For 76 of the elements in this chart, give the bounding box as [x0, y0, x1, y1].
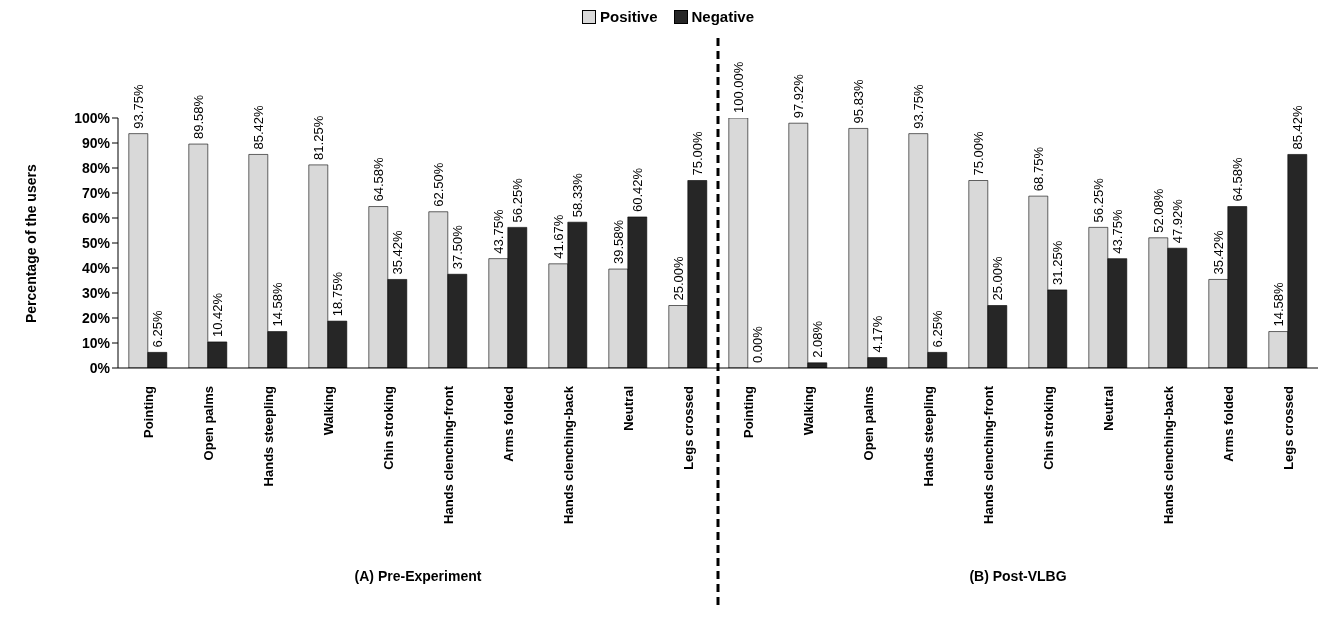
text: (B) Post-VLBG	[968, 568, 1068, 584]
y-tick-label: 50%	[81, 234, 111, 251]
data-label: 85.42%	[250, 104, 266, 150]
data-label: 31.25%	[1049, 240, 1065, 285]
x-tick-label: Legs crossed	[680, 385, 696, 470]
data-label: 64.58%	[370, 157, 386, 202]
y-tick-label: 40%	[81, 259, 111, 276]
x-tick-label: Arms folded	[1220, 385, 1236, 462]
y-tick-label: 80%	[81, 159, 111, 176]
data-label: 2.08%	[809, 320, 825, 358]
data-label: 52.08%	[1150, 188, 1166, 233]
y-axis-title: Percentage of the users	[22, 164, 39, 323]
data-label: 97.92%	[790, 73, 806, 119]
data-label: 93.75%	[130, 84, 146, 129]
x-tick-label: Chin stroking	[380, 385, 396, 470]
data-label: 56.25%	[509, 177, 525, 223]
y-tick-label: 0%	[89, 359, 111, 376]
data-label: 14.58%	[1270, 282, 1286, 327]
data-label: 47.92%	[1169, 198, 1185, 244]
data-label: 75.00%	[970, 130, 986, 176]
data-label: 64.58%	[1229, 157, 1245, 202]
data-label: 0.00%	[749, 325, 765, 363]
data-label: 43.75%	[490, 209, 506, 254]
data-label: 58.33%	[569, 172, 585, 218]
data-label: 43.75%	[1109, 209, 1125, 254]
x-tick-label: Hands clenching-back	[560, 385, 576, 524]
x-tick-label: Walking	[800, 385, 816, 436]
x-tick-label: Hands clenching-front	[980, 385, 996, 524]
x-tick-label: Hands steepling	[920, 385, 936, 487]
data-label: 37.50%	[449, 224, 465, 270]
data-label: 81.25%	[310, 115, 326, 160]
x-tick-label: Open palms	[860, 386, 876, 461]
y-tick-label: 70%	[81, 184, 111, 201]
data-label: 35.42%	[1210, 229, 1226, 275]
x-tick-label: Hands clenching-front	[440, 385, 456, 524]
x-tick-label: Arms folded	[500, 385, 516, 462]
y-tick-label: 90%	[81, 134, 111, 151]
y-tick-label: 10%	[81, 334, 111, 351]
x-tick-label: Hands steepling	[260, 385, 276, 487]
y-tick-label: 30%	[81, 284, 111, 301]
y-tick-label: 60%	[81, 209, 111, 226]
data-label: 100.00%	[730, 61, 746, 113]
data-label: 95.83%	[850, 78, 866, 124]
data-label: 68.75%	[1030, 146, 1046, 192]
x-tick-label: Chin stroking	[1040, 385, 1056, 470]
y-tick-label: 100%	[74, 109, 111, 126]
legend-label: Positive	[599, 8, 658, 25]
data-label: 25.00%	[989, 255, 1005, 301]
y-tick-label: 20%	[81, 309, 111, 326]
data-label: 89.58%	[190, 94, 206, 140]
data-label: 4.17%	[869, 315, 885, 353]
x-tick-label: Hands clenching-back	[1160, 385, 1176, 524]
data-label: 56.25%	[1090, 177, 1106, 223]
x-tick-label: Neutral	[1100, 386, 1116, 431]
text: (A) Pre-Experiment	[353, 568, 483, 584]
data-label: 35.42%	[389, 229, 405, 275]
data-label: 6.25%	[149, 310, 165, 348]
legend-label: Negative	[691, 8, 755, 25]
data-label: 18.75%	[329, 271, 345, 317]
data-label: 75.00%	[689, 130, 705, 176]
data-label: 14.58%	[269, 282, 285, 327]
x-tick-label: Neutral	[620, 386, 636, 431]
data-label: 85.42%	[1289, 104, 1305, 150]
data-label: 62.50%	[430, 162, 446, 207]
x-tick-label: Pointing	[140, 385, 156, 438]
x-tick-label: Open palms	[200, 386, 216, 461]
data-label: 93.75%	[910, 84, 926, 129]
x-tick-label: Legs crossed	[1280, 385, 1296, 470]
x-tick-label: Walking	[320, 385, 336, 436]
data-label: 6.25%	[929, 310, 945, 348]
data-label: 25.00%	[670, 255, 686, 301]
x-tick-label: Pointing	[740, 385, 756, 438]
data-label: 60.42%	[629, 167, 645, 212]
data-label: 41.67%	[550, 214, 566, 259]
data-label: 39.58%	[610, 219, 626, 265]
data-label: 10.42%	[209, 292, 225, 337]
